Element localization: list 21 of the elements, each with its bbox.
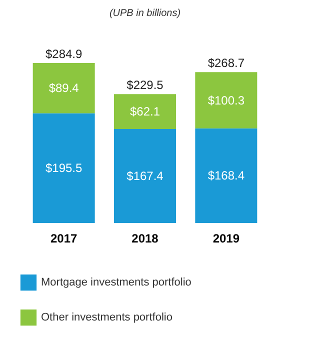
legend-label: Other investments portfolio — [41, 312, 172, 324]
bar — [114, 94, 176, 129]
text: (UPB in billions) — [109, 8, 181, 19]
legend-label: Mortgage investments portfolio — [41, 276, 192, 288]
total-label: $284.9 — [45, 47, 83, 61]
total-label: $229.5 — [126, 78, 164, 92]
data-label: $167.4 — [126, 168, 164, 183]
x-tick-label: 2018 — [132, 232, 159, 246]
bar — [195, 72, 258, 128]
x-tick-label: 2017 — [50, 232, 78, 246]
bar — [195, 128, 258, 223]
data-label: $62.1 — [130, 104, 160, 119]
bar — [114, 128, 176, 223]
x-tick-label: 2019 — [212, 232, 240, 246]
data-label: $168.4 — [208, 168, 245, 183]
data-label: $100.3 — [208, 93, 245, 108]
bar — [32, 113, 95, 223]
data-label: $195.5 — [45, 161, 83, 176]
total-label: $268.7 — [208, 56, 245, 70]
bar — [32, 63, 95, 114]
data-label: $89.4 — [48, 81, 80, 96]
